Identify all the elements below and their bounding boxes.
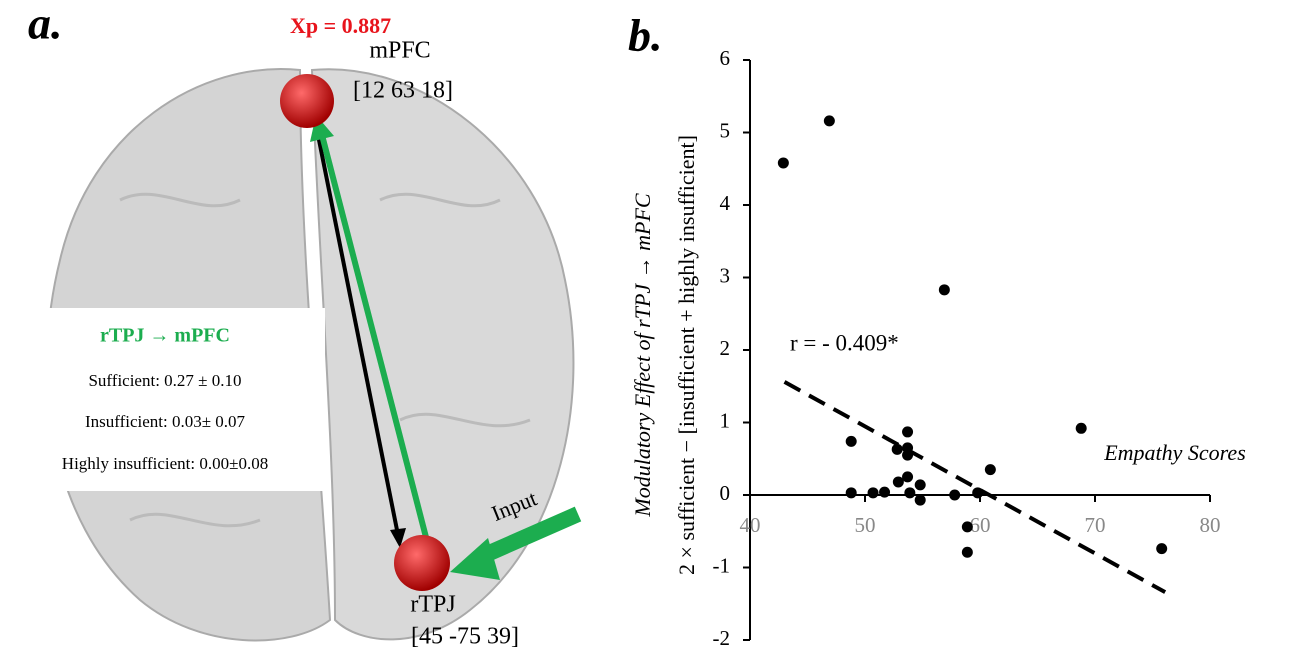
point	[879, 486, 891, 498]
node-coords: [12 63 18]	[353, 78, 453, 104]
point	[902, 449, 914, 461]
point	[914, 479, 926, 491]
arrow-head	[450, 538, 500, 580]
point	[891, 443, 903, 455]
green-arrow	[319, 134, 431, 546]
x-tick-label: 80	[1200, 513, 1221, 537]
point	[972, 487, 984, 499]
point	[984, 464, 996, 476]
point	[845, 487, 857, 499]
point	[938, 284, 950, 296]
point	[961, 546, 973, 558]
input-arrow	[474, 506, 582, 566]
point	[845, 435, 857, 447]
point	[777, 157, 789, 169]
panel-label: a.	[28, 0, 63, 49]
right-hemisphere	[310, 68, 575, 641]
trendline	[783, 380, 1167, 594]
node-coords: [45 -75 39]	[411, 624, 519, 650]
point	[949, 489, 961, 501]
point	[867, 487, 879, 499]
x-tick-label: 60	[970, 513, 991, 537]
y-tick-label: -2	[713, 626, 731, 650]
y-tick-label: 3	[720, 263, 731, 287]
xp-label: Xp = 0.887	[290, 13, 391, 38]
y-tick-label: 4	[720, 191, 731, 215]
legend-row: Insufficient: 0.03± 0.07	[85, 412, 246, 431]
mpfc-node	[280, 74, 334, 128]
point	[892, 476, 904, 488]
y-tick-label: 5	[720, 118, 731, 142]
point	[1075, 422, 1087, 434]
node-name: mPFC	[369, 38, 430, 64]
y-tick-label: 0	[720, 481, 731, 505]
y-tick-label: -1	[713, 553, 731, 577]
point	[902, 471, 914, 483]
node-name: rTPJ	[410, 592, 455, 618]
y-tick-label: 6	[720, 46, 731, 70]
point	[914, 494, 926, 506]
x-tick-label: 70	[1085, 513, 1106, 537]
point	[1156, 543, 1168, 555]
point	[823, 115, 835, 127]
legend-box	[0, 308, 325, 491]
point	[961, 521, 973, 533]
point	[902, 426, 914, 438]
panel-label: b.	[628, 10, 663, 61]
black-arrow	[314, 124, 400, 536]
legend-row: Sufficient: 0.27 ± 0.10	[88, 371, 241, 390]
legend-title: rTPJ → mPFC	[100, 325, 230, 347]
y-axis-label: Modulatory Effect of rTPJ → mPFC	[630, 193, 655, 518]
y-tick-label: 1	[720, 408, 731, 432]
rtpj-node	[394, 535, 450, 591]
annotation: r = - 0.409*	[790, 330, 899, 355]
y-axis-label: 2 × sufficient − [insufficient + highly …	[674, 135, 699, 575]
point	[904, 487, 916, 499]
arrow-head	[390, 528, 406, 548]
x-axis-label: Empathy Scores	[1103, 440, 1246, 465]
y-tick-label: 2	[720, 336, 731, 360]
x-tick-label: 50	[855, 513, 876, 537]
legend-row: Highly insufficient: 0.00±0.08	[62, 454, 268, 473]
x-tick-label: 40	[740, 513, 761, 537]
